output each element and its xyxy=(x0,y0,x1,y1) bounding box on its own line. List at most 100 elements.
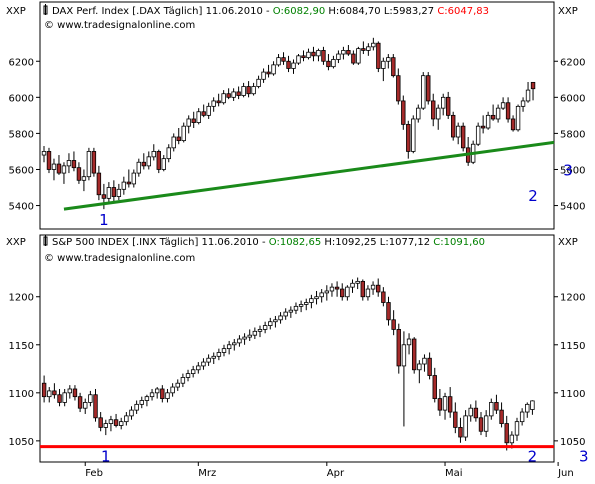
candle-up xyxy=(262,325,268,330)
x-tick-label: Feb xyxy=(85,468,103,479)
candle-up xyxy=(171,136,176,149)
candle-up xyxy=(108,419,114,424)
candle-up xyxy=(355,280,360,284)
candle-up xyxy=(154,388,160,394)
candle-up xyxy=(273,319,278,323)
candle-up xyxy=(103,423,108,428)
candle-up xyxy=(185,373,191,378)
header-header-symbol: S&P 500 INDEX [.INX xyxy=(52,237,160,248)
candle-up xyxy=(241,86,246,96)
candle-up xyxy=(206,105,211,116)
candle-down xyxy=(326,60,331,68)
candle-up xyxy=(190,369,196,375)
x-tick-label: Mai xyxy=(445,468,463,479)
candle-up xyxy=(483,415,489,432)
candle-up xyxy=(242,336,247,340)
candle-up xyxy=(136,161,142,174)
candle-up xyxy=(175,382,180,388)
candle-up xyxy=(475,125,481,145)
candle-down xyxy=(460,125,466,149)
y-tick-label-right: 6000 xyxy=(560,93,585,104)
candle-down xyxy=(450,114,456,138)
candle-down xyxy=(432,375,437,399)
header-header-symbol: DAX Perf. Index [.DAX xyxy=(52,6,164,17)
candle-up xyxy=(247,334,252,338)
y-tick-label-left: 6000 xyxy=(9,93,34,104)
y-tick-label-right: 1200 xyxy=(560,293,585,304)
candle-up xyxy=(165,392,170,399)
marker-label-3: 3 xyxy=(579,447,589,465)
header-ohlc-labels-high: H:6084,70 xyxy=(328,6,383,17)
candle-down xyxy=(77,396,83,409)
candle-down xyxy=(381,291,386,303)
sp500-panel: XXP XXP 1200 1200 1150 1150 1100 1100 1050 1050 S&… xyxy=(6,234,589,479)
candle-up xyxy=(345,286,350,298)
candle-up xyxy=(106,187,112,199)
candle-down xyxy=(141,161,146,167)
y-tick-label-left: 1100 xyxy=(9,389,34,400)
candle-up xyxy=(366,46,371,51)
candle-up xyxy=(455,125,461,138)
candle-up xyxy=(226,344,232,350)
candle-up xyxy=(124,415,129,423)
header-ohlc-labels-high: H:1092,25 xyxy=(324,237,379,248)
candle-up xyxy=(51,163,57,170)
candle-up xyxy=(271,64,276,75)
candle-up xyxy=(88,394,93,403)
header-ohlc-labels-close: C:6047,83 xyxy=(437,6,489,17)
candle-up xyxy=(231,91,236,98)
y-tick-label-right: 6200 xyxy=(560,57,585,68)
candle-up xyxy=(268,321,273,326)
candle-down xyxy=(281,57,286,62)
candle-up xyxy=(86,151,92,178)
candle-up xyxy=(186,118,191,127)
header-header-date: 11.06.2010 - xyxy=(202,237,269,248)
candle-down xyxy=(376,284,381,293)
candle-down xyxy=(360,280,365,298)
watermark-text: © www.tradesignalonline.com xyxy=(44,20,195,31)
trendline xyxy=(63,140,555,211)
candle-down xyxy=(499,409,504,424)
candle-up xyxy=(515,105,521,131)
candle-up xyxy=(180,377,186,384)
candle-up xyxy=(296,55,301,64)
candle-up xyxy=(206,357,211,363)
candle-up xyxy=(251,86,256,95)
y-tick-label-left: 1200 xyxy=(9,293,34,304)
marker-label-2: 2 xyxy=(528,447,538,465)
candle-up xyxy=(489,402,494,417)
candle-up xyxy=(416,107,421,120)
candle-up xyxy=(319,292,324,298)
candle-up xyxy=(261,71,266,80)
candle-down xyxy=(201,111,206,116)
candle-down xyxy=(453,411,458,428)
candle-up xyxy=(291,62,296,69)
x-tick-label: Apr xyxy=(327,468,345,479)
candle-down xyxy=(71,160,77,169)
candle-up xyxy=(525,89,531,102)
candle-up xyxy=(146,156,151,167)
candle-down xyxy=(510,118,516,131)
header-ohlc-labels-low: L:5983,27 xyxy=(384,6,437,17)
candle-down xyxy=(401,100,406,125)
candle-up xyxy=(61,165,67,174)
candle-down xyxy=(111,187,117,197)
candle-up xyxy=(514,421,520,436)
candle-down xyxy=(351,53,356,64)
candle-up xyxy=(421,75,426,109)
candle-down xyxy=(361,48,366,51)
header-ohlc-labels-close: C:1091,60 xyxy=(433,237,485,248)
candle-down xyxy=(98,417,103,428)
header-header-period: Täglich] xyxy=(163,6,206,17)
candle-down xyxy=(301,55,306,59)
candle-up xyxy=(237,338,242,344)
candle-up xyxy=(144,396,150,401)
candle-up xyxy=(525,403,530,413)
candle-down xyxy=(311,51,316,57)
candle-down xyxy=(334,286,340,290)
y-tick-label-left: 1150 xyxy=(9,341,34,352)
candle-up xyxy=(381,60,386,69)
marker-label-3: 3 xyxy=(563,162,573,180)
